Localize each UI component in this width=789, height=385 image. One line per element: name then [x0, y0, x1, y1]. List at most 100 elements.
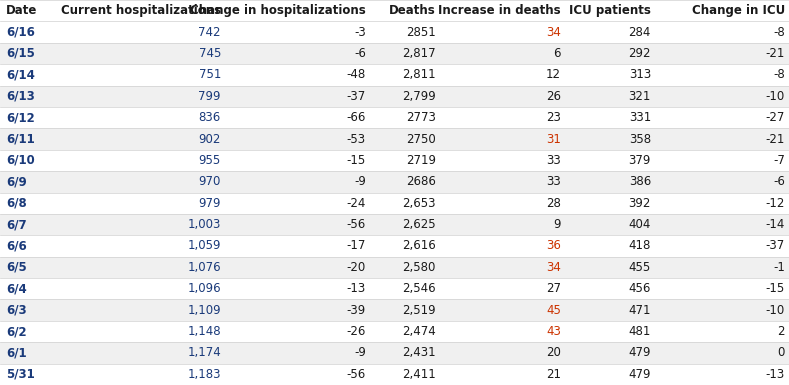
Text: -17: -17 — [346, 239, 366, 253]
Text: -7: -7 — [773, 154, 785, 167]
Text: 2,811: 2,811 — [402, 69, 436, 81]
Text: 2,411: 2,411 — [402, 368, 436, 381]
Text: -27: -27 — [765, 111, 785, 124]
Text: -8: -8 — [773, 25, 785, 38]
Text: 6/13: 6/13 — [6, 90, 35, 103]
Bar — [0, 300, 789, 321]
Text: -15: -15 — [766, 282, 785, 295]
Text: 9: 9 — [554, 218, 561, 231]
Text: -14: -14 — [765, 218, 785, 231]
Text: 6/1: 6/1 — [6, 346, 27, 360]
Text: 6/15: 6/15 — [6, 47, 35, 60]
Text: 799: 799 — [199, 90, 221, 103]
Text: 902: 902 — [199, 132, 221, 146]
Text: 358: 358 — [629, 132, 651, 146]
Text: ICU patients: ICU patients — [569, 4, 651, 17]
Text: 27: 27 — [546, 282, 561, 295]
Text: 321: 321 — [629, 90, 651, 103]
Text: 1,076: 1,076 — [187, 261, 221, 274]
Text: -21: -21 — [765, 47, 785, 60]
Text: 33: 33 — [546, 154, 561, 167]
Text: 6/7: 6/7 — [6, 218, 27, 231]
Text: -24: -24 — [346, 197, 366, 210]
Text: 955: 955 — [199, 154, 221, 167]
Text: 745: 745 — [199, 47, 221, 60]
Text: 2: 2 — [777, 325, 785, 338]
Text: 2,546: 2,546 — [402, 282, 436, 295]
Bar — [0, 192, 789, 214]
Bar — [0, 342, 789, 363]
Bar — [0, 128, 789, 150]
Text: -13: -13 — [346, 282, 366, 295]
Text: -20: -20 — [346, 261, 366, 274]
Text: 2,431: 2,431 — [402, 346, 436, 360]
Text: 2,474: 2,474 — [402, 325, 436, 338]
Bar — [0, 171, 789, 192]
Text: Current hospitalizations: Current hospitalizations — [61, 4, 221, 17]
Text: Date: Date — [6, 4, 37, 17]
Text: 31: 31 — [546, 132, 561, 146]
Text: 6/8: 6/8 — [6, 197, 27, 210]
Bar — [0, 321, 789, 342]
Text: 6: 6 — [554, 47, 561, 60]
Text: 2,653: 2,653 — [402, 197, 436, 210]
Bar — [0, 363, 789, 385]
Text: 479: 479 — [629, 346, 651, 360]
Bar — [0, 22, 789, 43]
Text: 2,799: 2,799 — [402, 90, 436, 103]
Text: -48: -48 — [346, 69, 366, 81]
Text: 2,625: 2,625 — [402, 218, 436, 231]
Text: 455: 455 — [629, 261, 651, 274]
Text: -66: -66 — [346, 111, 366, 124]
Bar — [0, 150, 789, 171]
Text: -13: -13 — [766, 368, 785, 381]
Bar — [0, 235, 789, 257]
Text: -56: -56 — [346, 368, 366, 381]
Text: 34: 34 — [546, 25, 561, 38]
Text: 6/2: 6/2 — [6, 325, 27, 338]
Text: -56: -56 — [346, 218, 366, 231]
Text: 2686: 2686 — [406, 175, 436, 188]
Text: 313: 313 — [629, 69, 651, 81]
Text: 0: 0 — [778, 346, 785, 360]
Text: 23: 23 — [546, 111, 561, 124]
Bar — [0, 85, 789, 107]
Text: 1,174: 1,174 — [187, 346, 221, 360]
Text: -10: -10 — [766, 90, 785, 103]
Text: -10: -10 — [766, 304, 785, 316]
Text: 456: 456 — [629, 282, 651, 295]
Text: 20: 20 — [546, 346, 561, 360]
Bar — [0, 64, 789, 85]
Text: 970: 970 — [199, 175, 221, 188]
Text: 26: 26 — [546, 90, 561, 103]
Text: 331: 331 — [629, 111, 651, 124]
Bar — [0, 214, 789, 235]
Text: -8: -8 — [773, 69, 785, 81]
Text: Change in hospitalizations: Change in hospitalizations — [190, 4, 366, 17]
Text: -9: -9 — [354, 346, 366, 360]
Text: 6/5: 6/5 — [6, 261, 27, 274]
Text: 404: 404 — [629, 218, 651, 231]
Text: 1,096: 1,096 — [187, 282, 221, 295]
Text: 6/6: 6/6 — [6, 239, 27, 253]
Text: 2,817: 2,817 — [402, 47, 436, 60]
Text: Increase in deaths: Increase in deaths — [439, 4, 561, 17]
Text: 33: 33 — [546, 175, 561, 188]
Bar — [0, 43, 789, 64]
Text: -3: -3 — [354, 25, 366, 38]
Text: 386: 386 — [629, 175, 651, 188]
Text: 34: 34 — [546, 261, 561, 274]
Text: -6: -6 — [354, 47, 366, 60]
Text: -6: -6 — [773, 175, 785, 188]
Text: 2,580: 2,580 — [402, 261, 436, 274]
Text: 6/16: 6/16 — [6, 25, 35, 38]
Text: 379: 379 — [629, 154, 651, 167]
Text: -53: -53 — [347, 132, 366, 146]
Text: 6/11: 6/11 — [6, 132, 35, 146]
Text: 2,519: 2,519 — [402, 304, 436, 316]
Text: Change in ICU: Change in ICU — [692, 4, 785, 17]
Text: 6/9: 6/9 — [6, 175, 27, 188]
Text: 1,148: 1,148 — [187, 325, 221, 338]
Text: 2773: 2773 — [406, 111, 436, 124]
Text: 2719: 2719 — [406, 154, 436, 167]
